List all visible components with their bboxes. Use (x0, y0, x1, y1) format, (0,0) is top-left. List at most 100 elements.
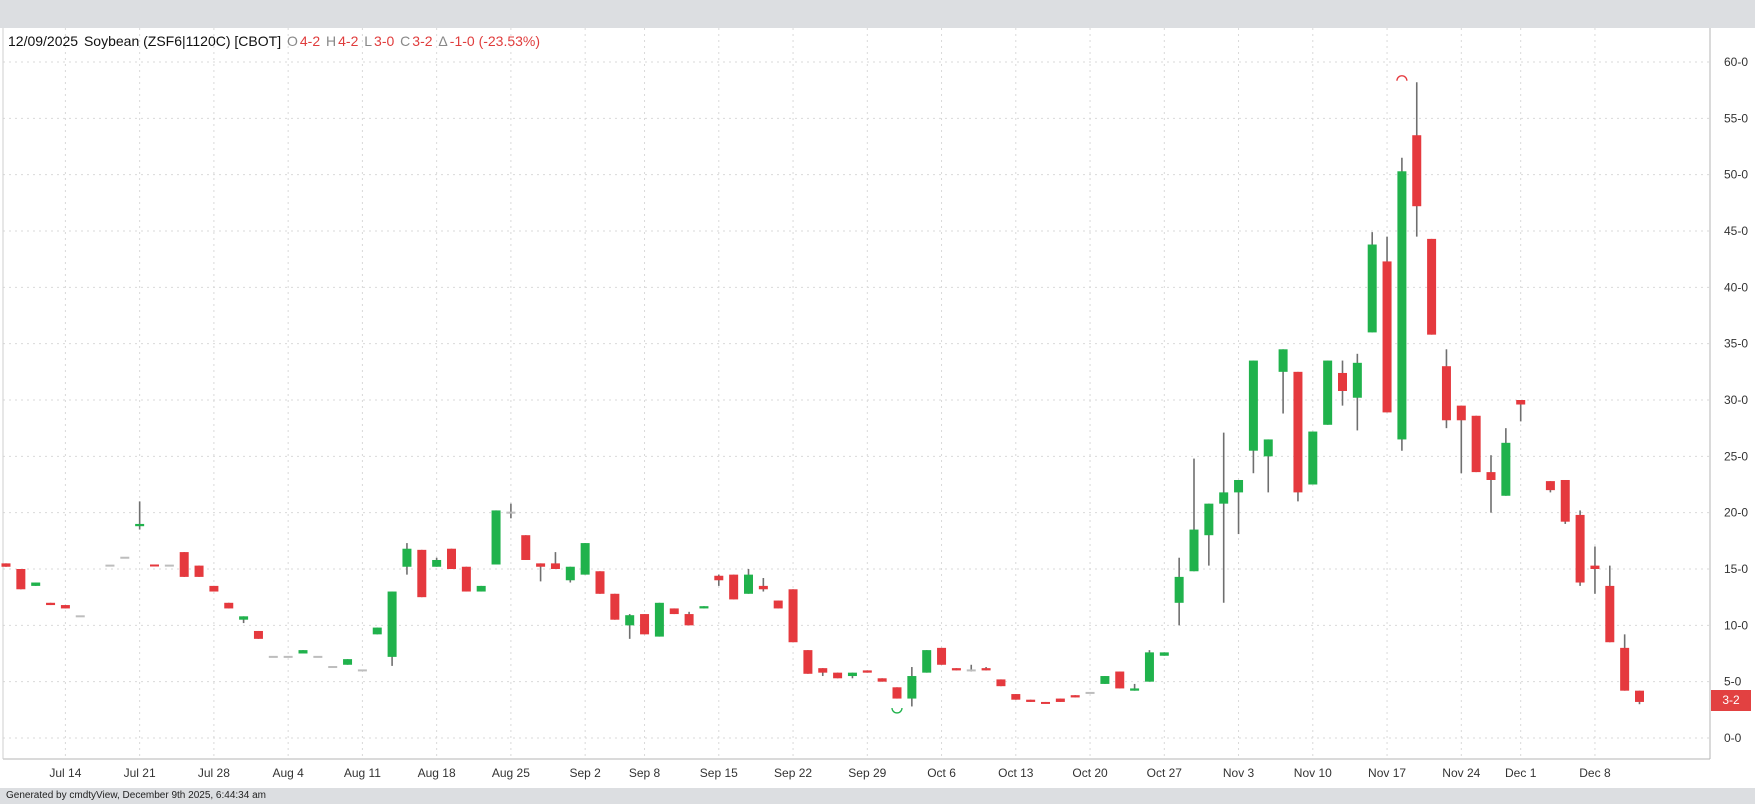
candle-body-up (580, 543, 590, 575)
candle-body-up (1159, 652, 1169, 656)
footer-text: Generated by cmdtyView, December 9th 202… (6, 790, 266, 801)
grid-lines (3, 28, 1710, 757)
candle-body-up (491, 510, 501, 565)
y-tick-label: 30-0 (1724, 393, 1748, 407)
candle-body-down (313, 655, 323, 658)
candle-body-down (729, 574, 739, 600)
candle-body-up (31, 582, 41, 586)
candle-body-down (1293, 371, 1303, 493)
change-label: Δ (438, 33, 448, 49)
candle-body-down (150, 564, 159, 567)
candle-body-up (1234, 479, 1244, 493)
candle-body-up (1100, 676, 1110, 684)
candle-body-down (209, 585, 219, 592)
candle-body-up (476, 585, 486, 592)
candle-body-up (922, 650, 932, 673)
candle-body-down (536, 563, 546, 567)
x-tick-label: Sep 15 (700, 766, 738, 780)
y-tick-label: 10-0 (1724, 618, 1748, 632)
candle-body-down (1085, 691, 1095, 694)
candle-body-down (224, 602, 234, 609)
candle-body-down (684, 614, 694, 626)
open-label: O (286, 33, 298, 49)
candle-body-up (1248, 360, 1258, 451)
candle-body-up (1278, 349, 1288, 372)
candle-body-up (239, 616, 249, 620)
candle-body-down (803, 650, 813, 674)
low-value: 3-0 (374, 33, 395, 49)
y-tick-label: 15-0 (1724, 562, 1748, 576)
candle-body-down (1560, 479, 1570, 522)
candle-body-down (1545, 481, 1555, 491)
high-low-markers (891, 75, 1408, 714)
change-value: -1-0 (-23.53%) (449, 33, 541, 49)
candle-body-down (60, 605, 70, 609)
candle-body-up (298, 650, 308, 654)
x-tick-label: Dec 1 (1505, 766, 1537, 780)
candle-body-down (1011, 694, 1021, 700)
candle-body-down (951, 668, 961, 671)
candle-body-down (447, 548, 456, 569)
candle-body-down (640, 614, 650, 635)
candle-body-down (1471, 415, 1481, 473)
candle-body-down (1575, 514, 1585, 583)
x-tick-label: Sep 8 (629, 766, 661, 780)
header-date: 12/09/2025 (8, 33, 79, 49)
y-tick-label: 35-0 (1724, 337, 1748, 351)
candle-body-up (1263, 439, 1273, 457)
candle-body-down (669, 608, 679, 615)
x-tick-label: Aug 4 (272, 766, 304, 780)
candle-body-up (387, 591, 397, 657)
x-tick-label: Nov 10 (1294, 766, 1332, 780)
candle-body-down (877, 678, 887, 682)
candle-body-down (833, 672, 843, 679)
last-price-badge: 3-2 (1711, 690, 1751, 711)
candle-body-down (1456, 405, 1466, 421)
candle-body-up (343, 659, 353, 665)
candle-body-up (847, 672, 857, 677)
candle-body-down (1427, 238, 1437, 335)
candle-body-up (907, 676, 917, 699)
candle-body-down (417, 549, 427, 598)
candle-body-down (268, 655, 278, 658)
x-tick-label: Oct 13 (998, 766, 1034, 780)
y-tick-label: 25-0 (1724, 449, 1748, 463)
candle-body-down (506, 511, 516, 514)
candle-body-down (937, 647, 947, 665)
candle-body-down (46, 602, 56, 606)
candle-body-down (1441, 366, 1451, 421)
x-tick-label: Dec 8 (1579, 766, 1611, 780)
candle-body-up (372, 627, 382, 635)
candle-body-down (966, 669, 976, 672)
high-label: H (326, 33, 337, 49)
x-tick-label: Oct 20 (1072, 766, 1108, 780)
candle-body-down (550, 563, 560, 569)
x-tick-label: Jul 21 (124, 766, 156, 780)
x-tick-label: Sep 29 (848, 766, 886, 780)
candle-body-down (1026, 699, 1036, 702)
candle-body-down (1070, 695, 1080, 698)
axes (2, 28, 1711, 760)
candle-body-down (595, 571, 605, 594)
candle-body-down (328, 666, 338, 669)
candle-body-down (1, 563, 11, 567)
x-tick-label: Oct 27 (1147, 766, 1183, 780)
open-value: 4-2 (299, 33, 321, 49)
candle-body-up (744, 574, 753, 594)
x-tick-label: Sep 22 (774, 766, 812, 780)
candle-body-down (1338, 372, 1347, 391)
candle-body-down (981, 668, 991, 671)
candle-body-down (1605, 585, 1615, 643)
high-marker (1396, 75, 1408, 81)
candle-body-down (16, 569, 26, 590)
candle-body-down (1635, 690, 1644, 702)
x-tick-label: Nov 24 (1442, 766, 1480, 780)
candle-body-up (402, 548, 412, 567)
y-tick-label: 55-0 (1724, 111, 1748, 125)
y-tick-label: 5-0 (1724, 675, 1742, 689)
candle-body-up (1204, 503, 1214, 536)
x-tick-label: Aug 11 (344, 766, 381, 780)
candle-body-up (1501, 442, 1511, 496)
y-tick-label: 50-0 (1724, 168, 1748, 182)
